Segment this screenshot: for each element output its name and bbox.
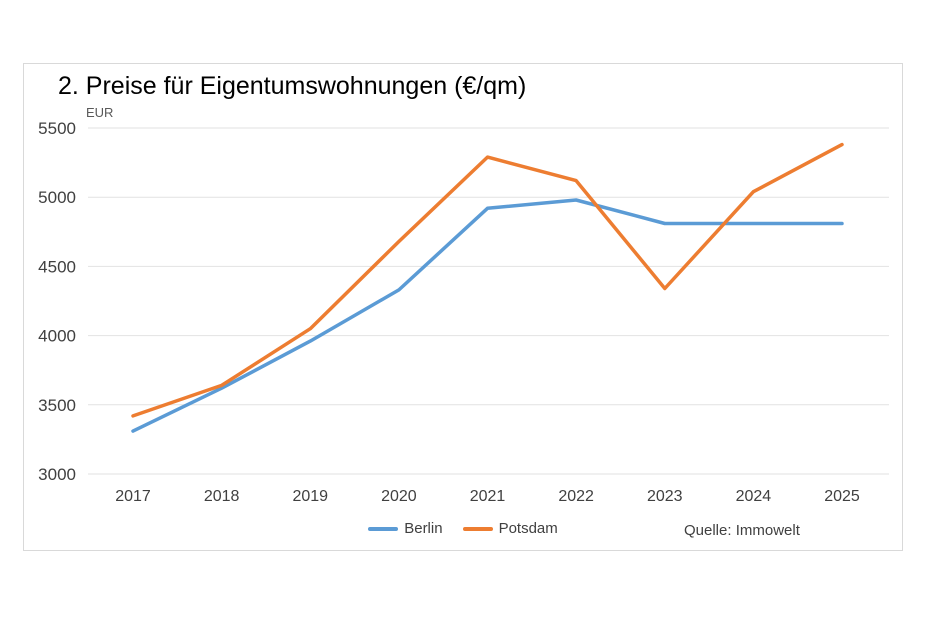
- series-line-berlin: [131, 198, 844, 433]
- chart-card: 2. Preise für Eigentumswohnungen (€/qm) …: [23, 63, 903, 551]
- legend-swatch-potsdam: [462, 526, 493, 531]
- x-tick-label: 2021: [470, 488, 506, 505]
- x-tick-label: 2022: [558, 488, 594, 505]
- x-tick-label: 2020: [381, 488, 417, 505]
- y-tick-label: 4500: [38, 257, 76, 276]
- x-tick-label: 2024: [736, 488, 772, 505]
- x-tick-label: 2025: [824, 488, 860, 505]
- legend-item-berlin: Berlin: [368, 520, 443, 537]
- x-tick-label: 2017: [115, 488, 151, 505]
- y-tick-label: 3000: [38, 465, 76, 484]
- legend-label-potsdam: Potsdam: [498, 520, 558, 537]
- chart-legend: Berlin Potsdam: [24, 520, 902, 537]
- series-line-potsdam: [131, 142, 844, 418]
- x-tick-label: 2023: [647, 488, 683, 505]
- y-tick-label: 3500: [38, 396, 76, 415]
- y-tick-label: 5000: [38, 188, 76, 207]
- y-axis-unit-label: EUR: [86, 105, 114, 120]
- y-tick-label: 5500: [38, 119, 76, 138]
- y-tick-label: 4000: [38, 327, 76, 346]
- x-tick-label: 2019: [292, 488, 328, 505]
- chart-title: 2. Preise für Eigentumswohnungen (€/qm): [58, 72, 527, 100]
- line-chart: 3000 3500 4000 4500 5000 5500 2017 2018 2019 2020…: [38, 119, 889, 505]
- source-label: Quelle: Immowelt: [684, 522, 800, 539]
- legend-label-berlin: Berlin: [404, 520, 443, 537]
- legend-swatch-berlin: [368, 526, 399, 531]
- legend-item-potsdam: Potsdam: [462, 520, 558, 537]
- x-tick-label: 2018: [204, 488, 240, 505]
